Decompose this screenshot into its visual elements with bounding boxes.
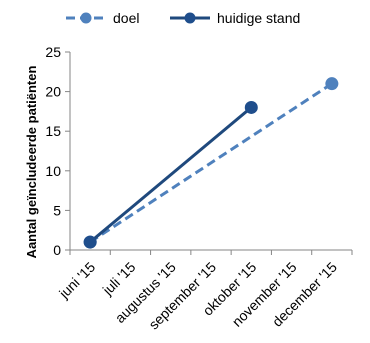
legend-marker: [80, 12, 92, 24]
series-2: [83, 100, 258, 249]
data-point: [83, 235, 97, 249]
legend-marker: [184, 12, 196, 24]
series-1: [83, 77, 339, 249]
y-tick-label: 15: [45, 123, 61, 139]
y-axis-title: Aantal geïncludeerde patiënten: [24, 66, 39, 259]
legend-label: huidige stand: [217, 10, 300, 26]
legend-item: huidige stand: [170, 10, 300, 26]
y-tick-label: 10: [45, 163, 61, 179]
series-line: [89, 82, 333, 244]
x-tick-label: juni '15: [55, 259, 98, 302]
y-tick-label: 25: [45, 44, 61, 60]
legend: doel huidige stand: [66, 10, 300, 26]
data-point: [325, 77, 339, 91]
y-tick-label: 20: [45, 84, 61, 100]
y-tick-label: 0: [53, 242, 61, 258]
y-tick-label: 5: [53, 202, 61, 218]
series-layer: [83, 77, 339, 249]
legend-label: doel: [113, 10, 139, 26]
data-point: [244, 100, 258, 114]
y-axis: 0 5 10 15 20 25: [45, 44, 71, 258]
legend-item: doel: [66, 10, 139, 26]
series-line: [89, 106, 253, 244]
